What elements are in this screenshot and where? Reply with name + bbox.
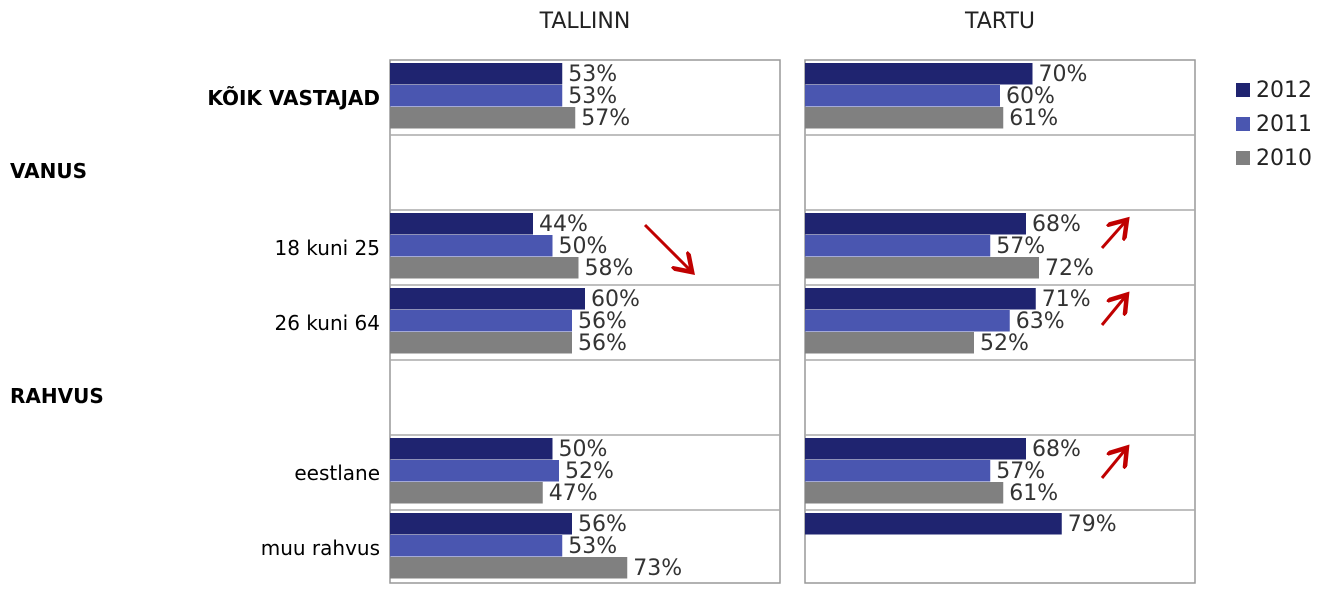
panel-title: TALLINN xyxy=(539,9,631,34)
category-label: 26 kuni 64 xyxy=(275,311,381,335)
category-label: muu rahvus xyxy=(261,536,380,560)
value-label: 79% xyxy=(1068,512,1117,537)
bar xyxy=(805,332,974,354)
value-label: 61% xyxy=(1009,481,1058,506)
arrow-up xyxy=(1100,222,1125,249)
category-label: KÕIK VASTAJAD xyxy=(207,86,380,110)
bar xyxy=(390,460,559,482)
trend-arrows xyxy=(643,222,1125,479)
bar xyxy=(390,513,572,535)
bar xyxy=(805,482,1004,504)
bar xyxy=(805,438,1026,460)
category-label: VANUS xyxy=(10,159,87,183)
value-label: 71% xyxy=(1042,287,1091,312)
legend-swatch xyxy=(1236,151,1250,165)
value-label: 73% xyxy=(633,556,682,581)
value-label: 53% xyxy=(568,84,617,109)
bar xyxy=(805,85,1000,107)
value-label: 68% xyxy=(1032,437,1081,462)
value-label: 52% xyxy=(565,459,614,484)
arrow-up xyxy=(1100,297,1125,326)
bar xyxy=(805,107,1004,129)
value-label: 44% xyxy=(539,212,588,237)
legend-label: 2011 xyxy=(1256,112,1312,137)
value-label: 60% xyxy=(1006,84,1055,109)
legend-swatch xyxy=(1236,83,1250,97)
value-label: 56% xyxy=(578,331,627,356)
bar xyxy=(390,438,553,460)
bar xyxy=(390,332,572,354)
value-label: 70% xyxy=(1039,62,1088,87)
category-label: RAHVUS xyxy=(10,384,104,408)
value-label: 57% xyxy=(996,234,1045,259)
bar xyxy=(805,310,1010,332)
bar xyxy=(390,85,563,107)
bar xyxy=(805,235,991,257)
value-label: 60% xyxy=(591,287,640,312)
value-label: 63% xyxy=(1016,309,1065,334)
bar xyxy=(390,535,563,557)
bar xyxy=(805,460,991,482)
value-label: 52% xyxy=(980,331,1029,356)
value-label: 50% xyxy=(559,234,608,259)
bar xyxy=(390,257,579,279)
arrow-up xyxy=(1100,450,1125,479)
value-label: 57% xyxy=(996,459,1045,484)
bar xyxy=(390,235,553,257)
value-label: 58% xyxy=(585,256,634,281)
value-label: 61% xyxy=(1009,106,1058,131)
value-label: 53% xyxy=(568,534,617,559)
value-label: 53% xyxy=(568,62,617,87)
bar xyxy=(805,213,1026,235)
legend-swatch xyxy=(1236,117,1250,131)
bar xyxy=(805,63,1033,85)
value-label: 57% xyxy=(581,106,630,131)
value-label: 50% xyxy=(559,437,608,462)
value-label: 72% xyxy=(1045,256,1094,281)
bar xyxy=(390,557,628,579)
panel-title: TARTU xyxy=(964,9,1035,34)
bar xyxy=(805,288,1036,310)
category-label: eestlane xyxy=(294,461,380,485)
value-label: 47% xyxy=(549,481,598,506)
bar xyxy=(390,107,576,129)
value-label: 56% xyxy=(578,309,627,334)
bar xyxy=(390,213,533,235)
bar xyxy=(390,288,585,310)
bar xyxy=(805,257,1039,279)
value-label: 68% xyxy=(1032,212,1081,237)
legend-label: 2012 xyxy=(1256,78,1312,103)
bar xyxy=(390,482,543,504)
bar xyxy=(390,310,572,332)
bar xyxy=(805,513,1062,535)
bar xyxy=(390,63,563,85)
category-label: 18 kuni 25 xyxy=(275,236,381,260)
value-label: 56% xyxy=(578,512,627,537)
arrow-down xyxy=(643,223,690,270)
legend-label: 2010 xyxy=(1256,146,1312,171)
